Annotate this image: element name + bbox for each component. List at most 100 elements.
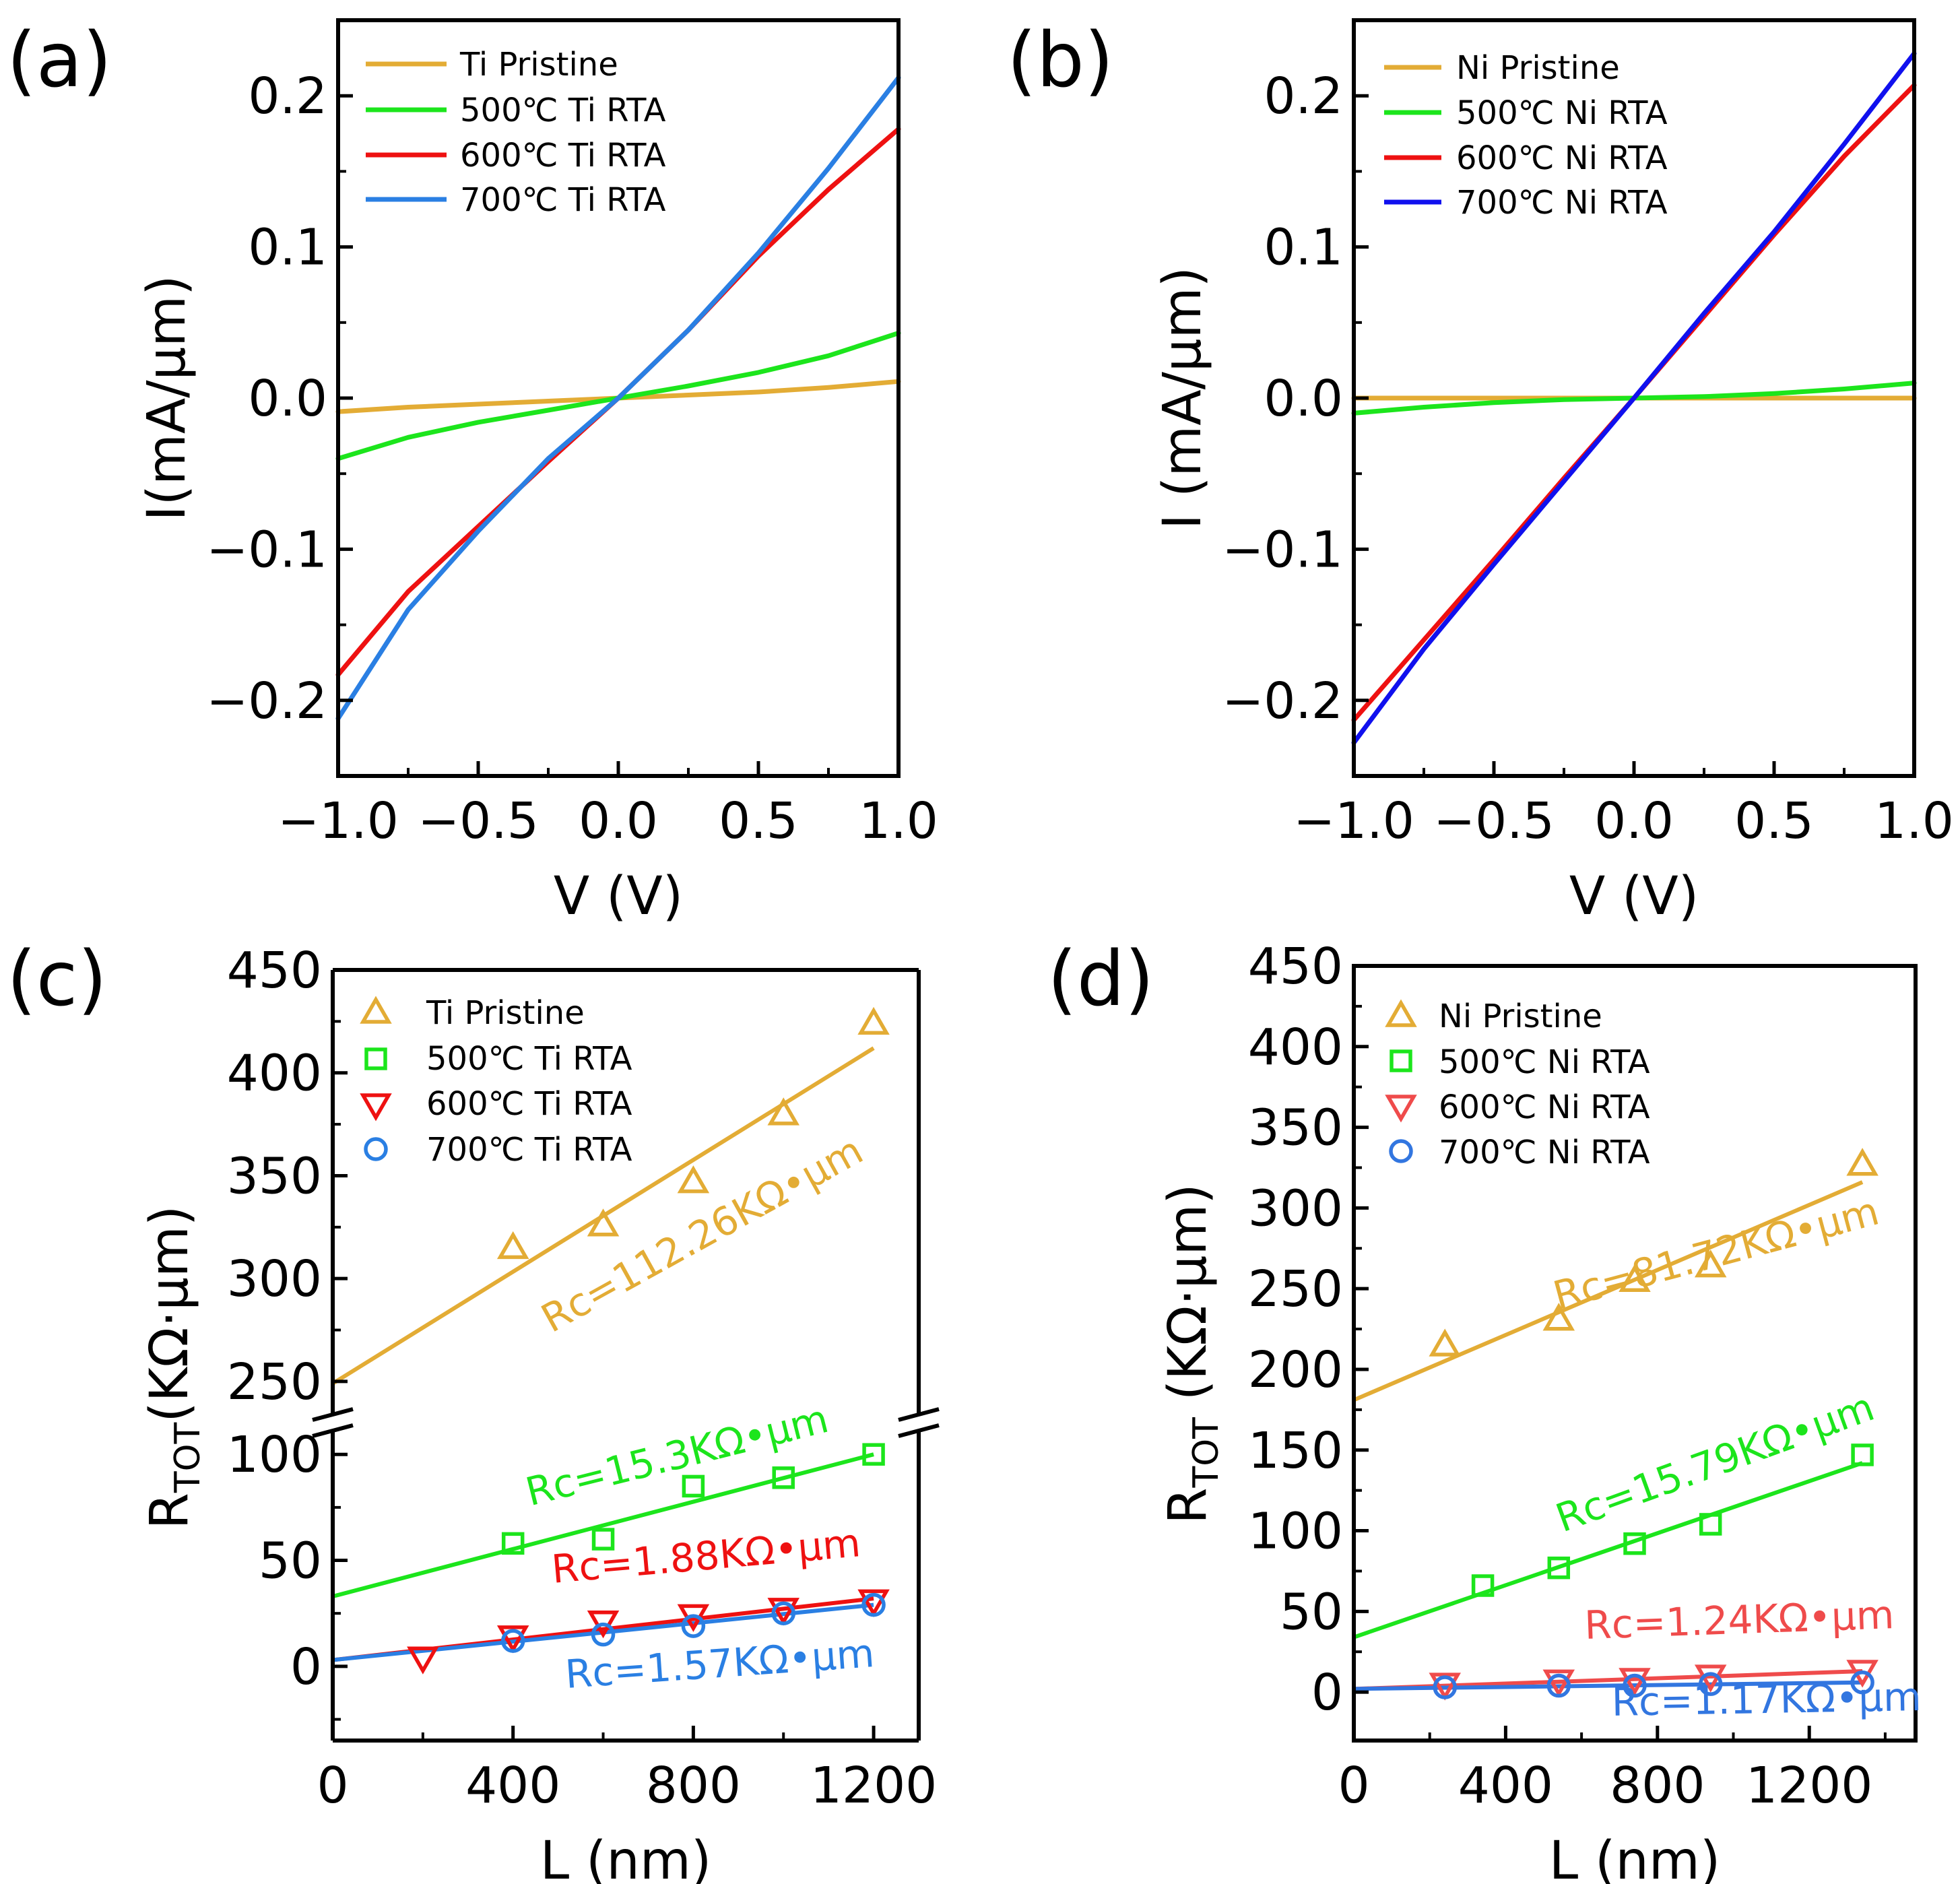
panel-d-ytick-label-3: 150 <box>1248 1422 1343 1480</box>
panel-d-series-1-point-0 <box>1471 1574 1495 1597</box>
panel-c-ytick-label-u4: 450 <box>227 942 322 1000</box>
panel-a-xlabel: V (V) <box>554 866 683 927</box>
panel-a-ytick-label-3: 0.1 <box>248 219 327 277</box>
panel-a-xtick-label-0: −1.0 <box>277 792 399 850</box>
panel-c-axis-break-1-a <box>898 1407 940 1422</box>
panel-d-label: (d) <box>1047 936 1154 1023</box>
panel-d-annotation-2: Rc=1.24KΩ•μm <box>1583 1592 1895 1648</box>
panel-c-ytick-label-u3: 400 <box>227 1045 322 1103</box>
panel-b-xtick-label-0: −1.0 <box>1293 792 1414 850</box>
panel-d-ylabel: RTOT (KΩ·μm) <box>1158 1183 1227 1524</box>
panel-c-annotation-1: Rc=15.3KΩ•μm <box>521 1396 833 1515</box>
panel-a-series-3-line <box>335 75 901 721</box>
panel-c-ytick-label-u1: 300 <box>227 1250 322 1308</box>
panel-c-ytick-label-l0: 0 <box>290 1638 322 1696</box>
panel-d-ylabel-rest: (KΩ·μm) <box>1158 1183 1218 1417</box>
panel-c-label: (c) <box>7 936 107 1023</box>
panel-d-series-1-point-2 <box>1623 1532 1646 1555</box>
panel-d-xtick-label-1: 400 <box>1458 1757 1553 1815</box>
panel-b-ylabel: I (mA/μm) <box>1152 267 1213 529</box>
panel-c-ytick-label-u0: 250 <box>227 1353 322 1411</box>
panel-c-xlabel: L (nm) <box>540 1831 712 1884</box>
panel-d-series-3-point-4 <box>1850 1670 1874 1695</box>
panel-b-xtick-label-2: 0.0 <box>1594 792 1674 850</box>
panel-c-xtick-label-0: 0 <box>317 1757 348 1815</box>
panel-a-label: (a) <box>7 17 112 104</box>
panel-c-xtick-label-1: 400 <box>465 1757 560 1815</box>
panel-d-series-3-point-0 <box>1433 1675 1457 1699</box>
panel-c-series-0-point-2 <box>677 1165 710 1194</box>
panel-d-series-3-point-2 <box>1623 1673 1647 1698</box>
panel-c-series-0-point-4 <box>857 1006 890 1035</box>
legend-d-0-marker <box>1385 999 1417 1027</box>
panel-c-series-1-fit <box>332 1452 874 1598</box>
panel-d-annotation-1: Rc=15.79KΩ•μm <box>1550 1384 1880 1541</box>
legend-b-0-label: Ni Pristine <box>1456 49 1620 87</box>
panel-d-annotation-0: Rc=81.72KΩ•μm <box>1548 1188 1883 1319</box>
panel-d-series-1-fit <box>1353 1461 1864 1639</box>
panel-c-axis-break-1-b <box>898 1423 940 1438</box>
panel-c-series-2-point-5 <box>857 1589 890 1617</box>
panel-d-series-2-point-2 <box>1619 1668 1651 1696</box>
panel-d-series-0-point-1 <box>1542 1303 1575 1331</box>
panel-b-xtick-label-4: 1.0 <box>1874 792 1954 850</box>
panel-a-xtick-label-2: 0.0 <box>579 792 658 850</box>
panel-b-ytick-label-0: −0.2 <box>1222 672 1343 730</box>
panel-d-ytick-label-0: 0 <box>1311 1664 1343 1722</box>
legend-d-2-marker <box>1385 1095 1417 1123</box>
panel-d-series-1-point-3 <box>1699 1513 1722 1536</box>
panel-d-xtick-label-2: 800 <box>1610 1757 1705 1815</box>
panel-c-series-1-point-1 <box>591 1528 615 1551</box>
panel-a-ylabel: I(mA/μm) <box>137 275 197 521</box>
panel-c-series-1-point-3 <box>772 1466 795 1489</box>
panel-a-ytick-label-4: 0.2 <box>248 67 327 125</box>
panel-d-ytick-label-5: 250 <box>1248 1260 1343 1318</box>
panel-d-legend: Ni Pristine 500℃ Ni RTA 600℃ Ni RTA 700℃… <box>1439 998 1650 1171</box>
panel-d-series-0-point-3 <box>1694 1249 1727 1278</box>
legend-c-0-marker <box>360 996 392 1024</box>
panel-c-ytick-label-l1: 50 <box>259 1532 322 1590</box>
panel-b-xtick-label-1: −0.5 <box>1433 792 1555 850</box>
panel-d-series-1-point-1 <box>1547 1556 1571 1580</box>
panel-d-ytick-label-1: 50 <box>1280 1583 1343 1641</box>
panel-d-series-1-point-4 <box>1851 1443 1874 1466</box>
panel-c-series-3-point-1 <box>591 1622 616 1647</box>
panel-c-series-3-point-4 <box>861 1592 886 1617</box>
panel-a-ytick-label-1: −0.1 <box>206 521 327 579</box>
legend-d-0-label: Ni Pristine <box>1439 998 1602 1035</box>
panel-b-ytick-label-4: 0.2 <box>1264 67 1343 125</box>
panel-d-ytick-label-4: 200 <box>1248 1341 1343 1399</box>
panel-a-xtick-label-4: 1.0 <box>859 792 938 850</box>
panel-b-ytick-label-1: −0.1 <box>1222 521 1343 579</box>
legend-c-2-marker <box>360 1093 392 1122</box>
panel-d-series-0-fit <box>1352 1180 1864 1402</box>
panel-c-series-1-point-0 <box>501 1532 525 1555</box>
panel-d: (d) Ni Pristine 500℃ Ni RTA 600℃ Ni RTA … <box>1047 936 1922 1884</box>
panel-c-ytick-label-l2: 100 <box>227 1426 322 1484</box>
legend-a-1-label: 500℃ Ti RTA <box>460 92 666 129</box>
legend-c-2-label: 600℃ Ti RTA <box>426 1085 632 1123</box>
panel-c-legend: Ti Pristine 500℃ Ti RTA 600℃ Ti RTA 700℃… <box>426 994 632 1169</box>
panel-a-xtick-label-3: 0.5 <box>719 792 798 850</box>
panel-d-ytick-label-6: 300 <box>1248 1179 1343 1237</box>
legend-b-2-label: 600℃ Ni RTA <box>1456 139 1668 177</box>
panel-c-series-3-point-3 <box>771 1601 795 1625</box>
panel-d-xlabel: L (nm) <box>1549 1831 1721 1884</box>
panel-b-series-3-line <box>1351 51 1917 746</box>
panel-d-series-3-point-3 <box>1698 1672 1723 1696</box>
panel-b-ytick-label-3: 0.1 <box>1264 219 1343 277</box>
legend-a-0-label: Ti Pristine <box>459 46 618 84</box>
panel-c-ylabel-rest: (KΩ·μm) <box>139 1206 200 1423</box>
panel-c-xtick-label-2: 800 <box>646 1757 741 1815</box>
legend-d-1-label: 500℃ Ni RTA <box>1439 1043 1650 1081</box>
panel-a-ytick-label-2: 0.0 <box>248 370 327 428</box>
legend-c-3-label: 700℃ Ti RTA <box>426 1131 632 1169</box>
panel-b-series-2-line <box>1351 83 1917 723</box>
panel-c-ytick-label-u2: 350 <box>227 1147 322 1205</box>
panel-d-ytick-label-9: 450 <box>1248 938 1343 996</box>
panel-c-series-0-point-0 <box>496 1231 529 1260</box>
legend-b-3-label: 700℃ Ni RTA <box>1456 184 1668 222</box>
panel-d-xtick-label-3: 1200 <box>1746 1757 1872 1815</box>
legend-c-3-marker <box>364 1137 388 1161</box>
